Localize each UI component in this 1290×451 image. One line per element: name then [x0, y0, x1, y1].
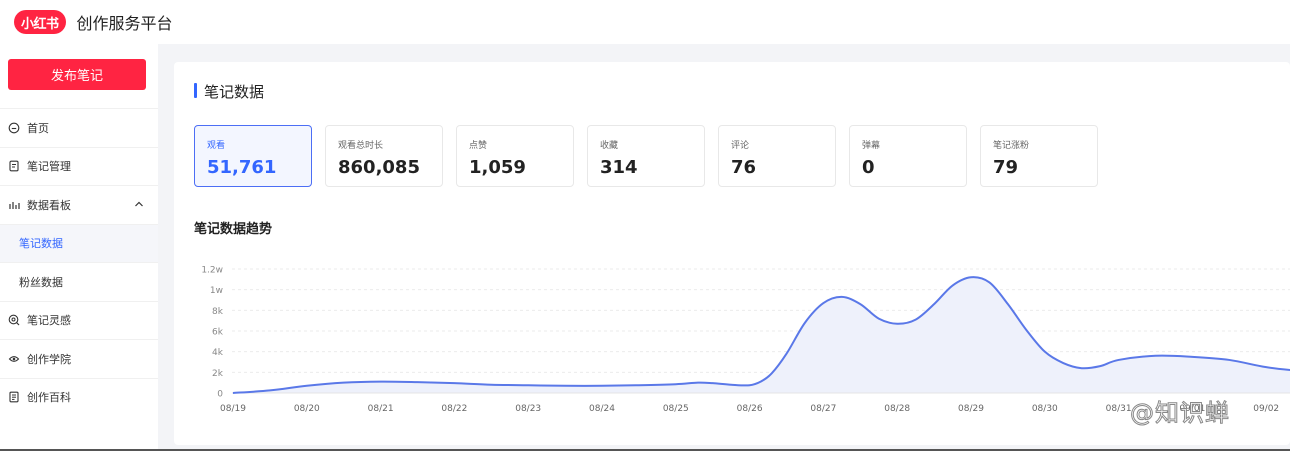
sidebar-nav: 首页 笔记管理 数据看板 笔记数据 粉丝数据 笔记灵感 创作学院 创作百科: [0, 108, 158, 416]
y-tick-label: 0: [217, 390, 223, 400]
x-tick-label: 08/24: [589, 404, 615, 414]
metric-value: 76: [731, 157, 757, 178]
x-tick-label: 09/01: [1179, 404, 1205, 414]
bar-chart-icon: [9, 201, 20, 209]
lightbulb-icon: [8, 314, 20, 326]
graduation-icon: [8, 355, 20, 362]
y-tick-label: 8k: [212, 307, 224, 317]
metric-card-danmaku[interactable]: 弹幕 0: [849, 125, 967, 187]
sidebar-item-label: 笔记管理: [27, 160, 71, 174]
y-tick-label: 1w: [210, 286, 223, 296]
metric-label: 笔记涨粉: [993, 141, 1030, 151]
y-tick-label: 6k: [212, 328, 224, 338]
page-title: 笔记数据: [194, 81, 264, 102]
metric-card-comments[interactable]: 评论 76: [718, 125, 836, 187]
y-tick-label: 2k: [212, 369, 224, 379]
sidebar-item-fan-data[interactable]: 粉丝数据: [0, 262, 158, 301]
metric-value: 314: [600, 157, 638, 178]
sidebar-item-home[interactable]: 首页: [0, 108, 158, 147]
metric-card-collects[interactable]: 收藏 314: [587, 125, 705, 187]
metric-value: 79: [993, 157, 1019, 178]
x-tick-label: 08/25: [663, 404, 689, 414]
chevron-up-icon[interactable]: [134, 199, 144, 209]
x-tick-label: 08/21: [368, 404, 394, 414]
metric-label: 观看: [207, 141, 226, 151]
metric-label: 弹幕: [862, 141, 881, 151]
home-icon: [8, 122, 20, 134]
metric-value: 860,085: [338, 157, 420, 178]
metric-value: 0: [862, 157, 875, 178]
top-bar: 小红书 创作服务平台: [0, 0, 1290, 44]
sidebar-item-creator-academy[interactable]: 创作学院: [0, 339, 158, 378]
sidebar-item-creator-wiki[interactable]: 创作百科: [0, 377, 158, 417]
y-tick-label: 4k: [212, 348, 224, 358]
y-tick-label: 1.2w: [201, 266, 223, 276]
x-tick-label: 08/28: [884, 404, 910, 414]
x-tick-label: 08/19: [220, 404, 246, 414]
metric-label: 观看总时长: [338, 141, 384, 151]
metric-card-new-followers[interactable]: 笔记涨粉 79: [980, 125, 1098, 187]
sidebar-item-note-management[interactable]: 笔记管理: [0, 146, 158, 186]
window-bottom-edge: [0, 449, 1290, 451]
metric-label: 评论: [731, 141, 750, 151]
series-line: [232, 276, 1290, 394]
metric-card-likes[interactable]: 点赞 1,059: [456, 125, 574, 187]
trend-title: 笔记数据趋势: [194, 222, 273, 237]
note-icon: [9, 160, 19, 172]
sidebar-item-label: 创作学院: [27, 352, 71, 366]
sidebar-item-label: 数据看板: [27, 198, 71, 212]
sidebar-item-label: 笔记灵感: [27, 314, 71, 328]
x-tick-label: 08/22: [441, 404, 467, 414]
platform-title: 创作服务平台: [76, 14, 173, 33]
sidebar: 发布笔记 首页 笔记管理 数据看板 笔记数据 粉丝数据 笔记灵感 创作学院: [0, 44, 158, 451]
x-tick-label: 08/30: [1032, 404, 1058, 414]
sidebar-item-note-data[interactable]: 笔记数据: [0, 223, 158, 262]
series-area: [233, 277, 1290, 393]
x-tick-label: 08/20: [294, 404, 320, 414]
x-tick-label: 08/27: [810, 404, 836, 414]
trend-line-chart: 0 2k 4k 6k 8k 1w 1.2w 08/19 08/20 08/21 08/22 08/23…: [201, 266, 1290, 414]
sidebar-item-label: 粉丝数据: [19, 275, 63, 289]
brand-logo[interactable]: 小红书: [14, 10, 66, 34]
sidebar-item-label: 创作百科: [27, 391, 71, 405]
book-icon: [9, 391, 19, 403]
metric-value: 1,059: [469, 157, 526, 178]
metric-label: 点赞: [469, 141, 488, 151]
sidebar-item-data-dashboard[interactable]: 数据看板: [0, 185, 158, 224]
sidebar-item-label: 笔记数据: [19, 237, 63, 251]
metric-card-watch-time[interactable]: 观看总时长 860,085: [325, 125, 443, 187]
publish-note-button[interactable]: 发布笔记: [8, 59, 146, 90]
x-tick-label: 08/31: [1106, 404, 1132, 414]
watermark: @知识蝉: [1130, 399, 1230, 428]
metric-card-views[interactable]: 观看 51,761: [194, 125, 312, 187]
x-tick-label: 09/02: [1253, 404, 1279, 414]
sidebar-item-label: 首页: [27, 121, 49, 135]
metric-label: 收藏: [600, 141, 619, 151]
x-tick-label: 08/23: [515, 404, 541, 414]
sidebar-item-note-inspiration[interactable]: 笔记灵感: [0, 300, 158, 340]
x-tick-label: 08/26: [737, 404, 763, 414]
x-tick-label: 08/29: [958, 404, 984, 414]
metric-value: 51,761: [207, 157, 277, 178]
